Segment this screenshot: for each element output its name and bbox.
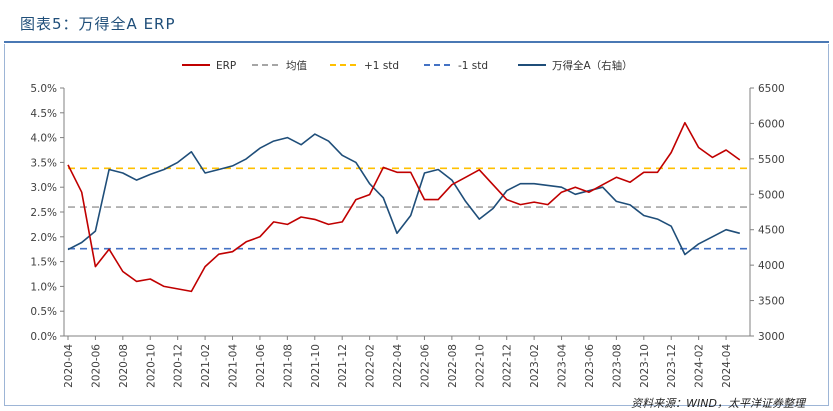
legend-index: 万得全A（右轴） bbox=[518, 59, 633, 72]
chart-axes: 0.0% 0.5% 1.0% 1.5% 2.0% 2.5% 3.0% 3.5% 4.0% 4.5%… bbox=[30, 83, 784, 388]
x-tick-label: 2022-08 bbox=[447, 344, 459, 388]
legend-erp: ERP bbox=[182, 60, 236, 72]
x-tick-label: 2024-04 bbox=[721, 344, 733, 388]
x-tick-label: 2023-04 bbox=[557, 344, 569, 388]
x-tick-label: 2021-12 bbox=[337, 344, 349, 388]
legend-erp-label: ERP bbox=[216, 60, 236, 72]
y-tick-label: 5.0% bbox=[30, 83, 57, 95]
erp-line bbox=[67, 121, 741, 293]
legend-index-label: 万得全A（右轴） bbox=[552, 59, 633, 72]
y2-tick-label: 3000 bbox=[758, 331, 785, 343]
x-tick-label: 2022-06 bbox=[419, 344, 431, 388]
title-divider bbox=[4, 41, 829, 43]
x-tick-label: 2023-10 bbox=[639, 344, 651, 388]
x-tick-label: 2020-04 bbox=[63, 344, 75, 388]
y2-tick-label: 6000 bbox=[758, 118, 785, 130]
x-tick-label: 2020-12 bbox=[173, 344, 185, 388]
wind-all-a-index-line bbox=[67, 133, 741, 256]
x-tick-label: 2021-08 bbox=[282, 344, 294, 388]
x-tick-label: 2022-04 bbox=[392, 344, 404, 388]
legend-plus1-std-label: +1 std bbox=[364, 60, 399, 72]
x-tick-label: 2023-02 bbox=[529, 344, 541, 388]
x-tick-label: 2021-02 bbox=[200, 344, 212, 388]
x-tick-label: 2023-12 bbox=[666, 344, 678, 388]
y2-tick-label: 4500 bbox=[758, 225, 785, 237]
y-tick-label: 0.5% bbox=[30, 306, 57, 318]
x-tick-label: 2021-04 bbox=[228, 344, 240, 388]
y-tick-label: 4.5% bbox=[30, 108, 57, 120]
chart-frame bbox=[4, 44, 829, 406]
y2-tick-label: 6500 bbox=[758, 83, 785, 95]
y-tick-label: 1.5% bbox=[30, 257, 57, 269]
y2-tick-label: 3500 bbox=[758, 296, 785, 308]
x-tick-label: 2020-06 bbox=[90, 344, 102, 388]
x-tick-label: 2022-12 bbox=[502, 344, 514, 388]
legend-mean: 均值 bbox=[252, 59, 307, 72]
x-tick-label: 2021-06 bbox=[255, 344, 267, 388]
legend-plus1-std: +1 std bbox=[330, 60, 399, 72]
x-tick-label: 2020-08 bbox=[118, 344, 130, 388]
y-tick-label: 1.0% bbox=[30, 281, 57, 293]
x-tick-label: 2023-08 bbox=[611, 344, 623, 388]
y-tick-label: 3.5% bbox=[30, 157, 57, 169]
x-tick-label: 2021-10 bbox=[310, 344, 322, 388]
y2-tick-label: 5000 bbox=[758, 189, 785, 201]
y-tick-label: 4.0% bbox=[30, 133, 57, 145]
legend-mean-label: 均值 bbox=[286, 59, 307, 72]
x-tick-label: 2022-10 bbox=[474, 344, 486, 388]
legend-minus1-std: -1 std bbox=[424, 60, 488, 72]
reference-lines bbox=[68, 167, 748, 250]
y2-tick-label: 5500 bbox=[758, 154, 785, 166]
y-tick-label: 2.0% bbox=[30, 232, 57, 244]
y-tick-label: 3.0% bbox=[30, 182, 57, 194]
chart-header: 图表5：万得全A ERP bbox=[0, 0, 833, 44]
x-tick-label: 2024-02 bbox=[694, 344, 706, 388]
legend-minus1-std-label: -1 std bbox=[458, 60, 488, 72]
y-tick-label: 0.0% bbox=[30, 331, 57, 343]
x-tick-label: 2020-10 bbox=[145, 344, 157, 388]
chart-title: 图表5：万得全A ERP bbox=[20, 15, 176, 33]
x-tick-label: 2023-06 bbox=[584, 344, 596, 388]
chart-legend: ERP 均值 +1 std -1 std 万得全A（右轴） bbox=[182, 59, 633, 72]
plot-area bbox=[67, 121, 741, 293]
source-note: 资料来源：WIND，太平洋证券整理 bbox=[631, 397, 805, 410]
x-tick-label: 2022-02 bbox=[365, 344, 377, 388]
y-tick-label: 2.5% bbox=[30, 207, 57, 219]
y2-tick-label: 4000 bbox=[758, 260, 785, 272]
